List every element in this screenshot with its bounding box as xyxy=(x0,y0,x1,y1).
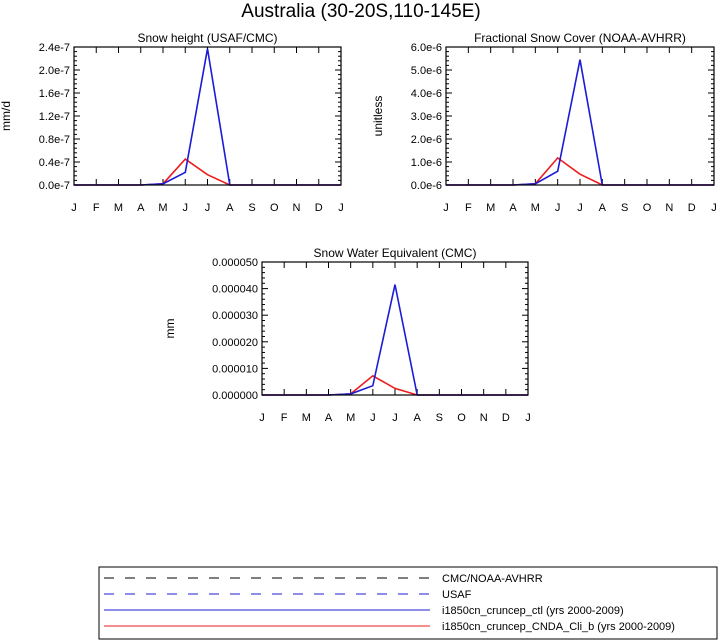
x-tick-label: J xyxy=(392,412,398,424)
y-tick-label: 0.0e-6 xyxy=(411,180,442,192)
y-tick-label: 0.000000 xyxy=(212,390,258,402)
series-line-ctl xyxy=(262,284,528,396)
x-tick-label: J xyxy=(555,202,561,214)
figure-title: Australia (30-20S,110-145E) xyxy=(241,1,480,22)
y-tick-label: 0.000050 xyxy=(212,257,258,269)
y-axis-label: mm xyxy=(163,319,177,339)
x-tick-label: J xyxy=(443,202,449,214)
y-tick-label: 6.0e-6 xyxy=(411,42,442,54)
x-tick-label: M xyxy=(114,202,123,214)
x-tick-label: D xyxy=(502,412,510,424)
x-tick-label: M xyxy=(346,412,355,424)
x-tick-label: F xyxy=(281,412,288,424)
plot-frame xyxy=(261,261,529,396)
chart-panel-2: Fractional Snow Cover (NOAA-AVHRR) unitle… xyxy=(371,31,717,214)
panel-title: Snow height (USAF/CMC) xyxy=(137,31,277,45)
y-tick-label: 0.4e-7 xyxy=(39,157,70,169)
legend: CMC/NOAA-AVHRR USAF i1850cn_cruncep_ctl (y… xyxy=(98,566,718,640)
y-tick-label: 4.0e-6 xyxy=(411,88,442,100)
x-tick-label: J xyxy=(71,202,77,214)
y-tick-label: 2.0e-6 xyxy=(411,134,442,146)
y-tick-label: 1.2e-7 xyxy=(39,111,70,123)
x-tick-label: M xyxy=(302,412,311,424)
x-tick-label: S xyxy=(248,202,255,214)
x-tick-label: N xyxy=(480,412,488,424)
legend-label: i1850cn_cruncep_ctl (yrs 2000-2009) xyxy=(442,605,624,617)
x-tick-label: S xyxy=(621,202,628,214)
x-tick-label: F xyxy=(465,202,472,214)
x-tick-label: J xyxy=(370,412,376,424)
x-tick-label: N xyxy=(293,202,301,214)
series-line-ctl xyxy=(446,59,714,186)
panel-title: Snow Water Equivalent (CMC) xyxy=(314,246,477,260)
x-tick-label: A xyxy=(325,412,333,424)
x-tick-label: D xyxy=(315,202,323,214)
y-axis-label: unitless xyxy=(371,96,385,137)
y-tick-label: 0.8e-7 xyxy=(39,134,70,146)
x-tick-label: A xyxy=(599,202,607,214)
x-tick-label: J xyxy=(338,202,344,214)
x-tick-label: F xyxy=(93,202,100,214)
y-tick-label: 2.4e-7 xyxy=(39,42,70,54)
y-tick-label: 3.0e-6 xyxy=(411,111,442,123)
y-tick-label: 0.000040 xyxy=(212,284,258,296)
plot-frame xyxy=(73,46,342,186)
y-tick-label: 1.0e-6 xyxy=(411,157,442,169)
x-tick-label: O xyxy=(643,202,652,214)
chart-panels: Snow height (USAF/CMC) mm/d 0.0e-7 0.4e-7 0.… xyxy=(0,31,717,424)
x-tick-label: S xyxy=(436,412,443,424)
x-tick-label: A xyxy=(226,202,234,214)
y-tick-label: 2.0e-7 xyxy=(39,65,70,77)
y-tick-label: 0.000010 xyxy=(212,363,258,375)
y-axis-label: mm/d xyxy=(0,101,13,131)
x-tick-label: A xyxy=(413,412,421,424)
x-tick-label: J xyxy=(525,412,531,424)
x-tick-label: M xyxy=(486,202,495,214)
panel-title: Fractional Snow Cover (NOAA-AVHRR) xyxy=(474,31,686,45)
x-tick-label: M xyxy=(158,202,167,214)
x-tick-label: O xyxy=(457,412,466,424)
x-tick-label: D xyxy=(688,202,696,214)
chart-panel-3: Snow Water Equivalent (CMC) mm 0.000000 0.0… xyxy=(163,246,531,424)
legend-label: i1850cn_cruncep_CNDA_Cli_b (yrs 2000-200… xyxy=(442,621,675,633)
y-tick-label: 5.0e-6 xyxy=(411,65,442,77)
x-tick-label: A xyxy=(509,202,517,214)
legend-label: USAF xyxy=(442,589,472,601)
y-tick-label: 1.6e-7 xyxy=(39,88,70,100)
y-tick-label: 0.000020 xyxy=(212,337,258,349)
x-tick-label: J xyxy=(205,202,211,214)
x-tick-label: J xyxy=(577,202,583,214)
x-tick-label: J xyxy=(259,412,265,424)
x-tick-label: J xyxy=(183,202,189,214)
y-tick-label: 0.000030 xyxy=(212,310,258,322)
x-tick-label: N xyxy=(665,202,673,214)
plot-frame xyxy=(445,46,715,186)
x-tick-label: M xyxy=(531,202,540,214)
y-tick-label: 0.0e-7 xyxy=(39,180,70,192)
x-tick-label: O xyxy=(270,202,279,214)
x-tick-label: J xyxy=(711,202,717,214)
legend-box xyxy=(98,566,718,640)
series-line-ctl xyxy=(74,48,341,186)
legend-label: CMC/NOAA-AVHRR xyxy=(442,573,543,585)
chart-panel-1: Snow height (USAF/CMC) mm/d 0.0e-7 0.4e-7 0.… xyxy=(0,31,344,214)
x-tick-label: A xyxy=(137,202,145,214)
